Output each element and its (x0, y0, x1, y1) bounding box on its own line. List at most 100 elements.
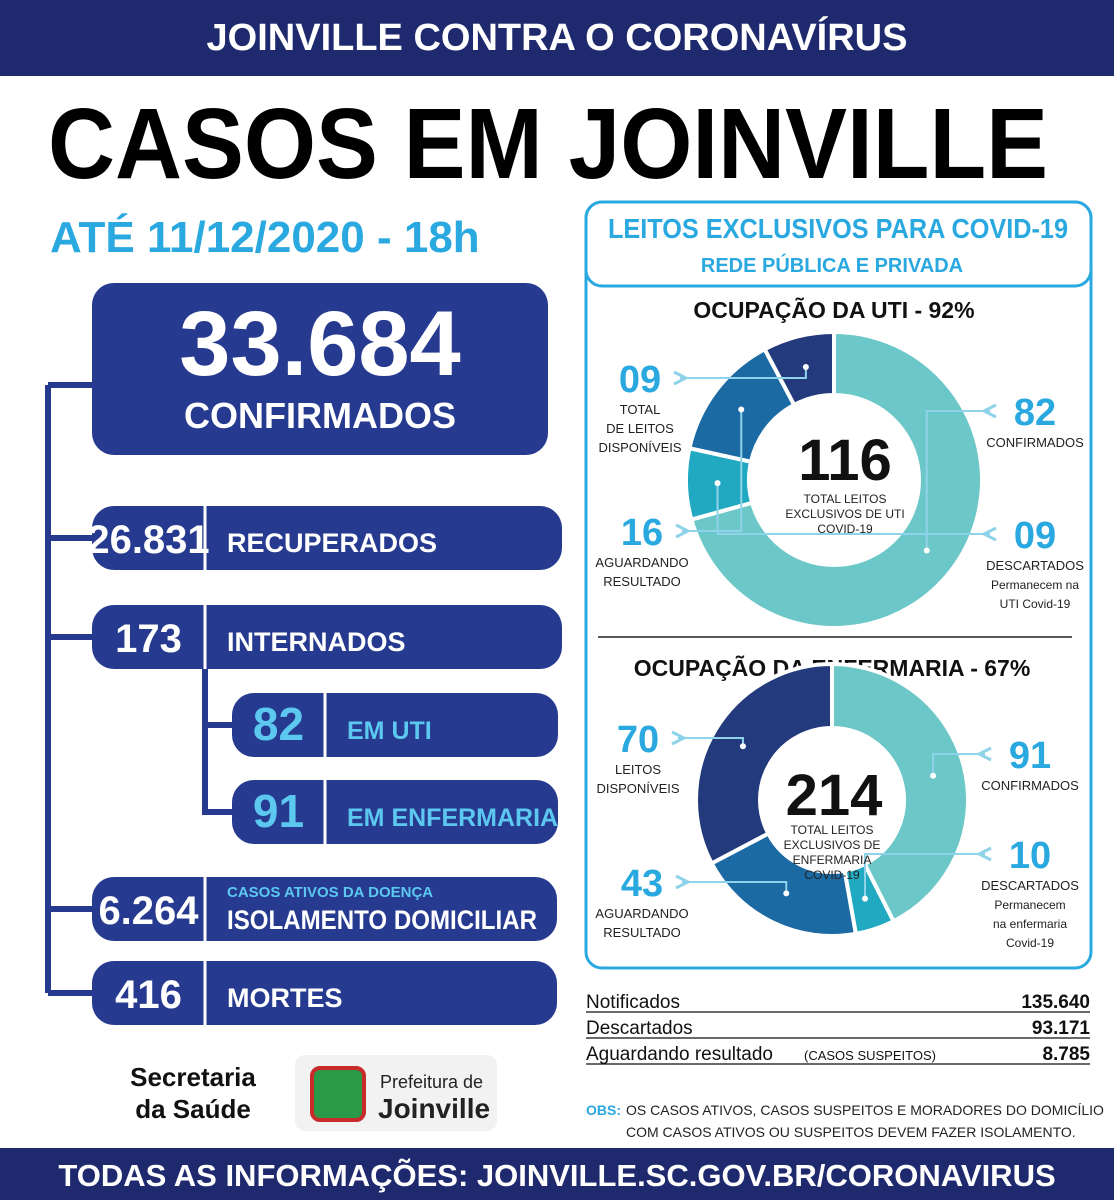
row-label: EM ENFERMARIA (347, 804, 558, 832)
total-caption: TOTAL LEITOS (804, 492, 887, 506)
segment-caption: DESCARTADOS (981, 878, 1079, 893)
row-value: 6.264 (98, 889, 199, 933)
leader-dot (739, 743, 746, 750)
segment-caption: LEITOS (615, 762, 661, 777)
total-caption: EXCLUSIVOS DE (784, 838, 881, 852)
row-label: INTERNADOS (227, 627, 406, 657)
leader-line (864, 854, 985, 899)
leader-line (680, 366, 807, 378)
segment-value: 16 (621, 512, 663, 554)
row-box (92, 506, 562, 570)
segment-value: 09 (619, 359, 661, 401)
confirmed-box (92, 283, 548, 455)
segment-value: 70 (617, 719, 659, 761)
coat-of-arms (310, 1066, 366, 1122)
row-label: MORTES (227, 983, 343, 1013)
obs-line: COM CASOS ATIVOS OU SUSPEITOS DEVEM FAZE… (626, 1124, 1076, 1140)
leader-line (925, 411, 990, 551)
donut-segment (708, 830, 859, 938)
segment-value: 91 (1009, 735, 1051, 777)
row-value: 82 (253, 698, 304, 750)
leader-dot (923, 547, 930, 554)
segment-caption: Permanecem (994, 898, 1065, 912)
leader-line (716, 483, 990, 534)
footer (0, 1148, 1114, 1200)
obs-label: OBS: (586, 1102, 621, 1118)
segment-value: 43 (621, 863, 663, 905)
main-title: CASOS EM JOINVILLE (48, 88, 1048, 200)
segment-caption: CONFIRMADOS (986, 435, 1084, 450)
confirmed-label: CONFIRMADOS (184, 395, 456, 436)
row-value: 173 (115, 617, 182, 661)
footer-text: TODAS AS INFORMAÇÕES: JOINVILLE.SC.GOV.B… (58, 1157, 1055, 1193)
row-box (92, 877, 557, 941)
leader-dot (930, 772, 937, 779)
leader-dot (738, 406, 745, 413)
row-value: 26.831 (87, 518, 209, 562)
segment-caption: CONFIRMADOS (981, 778, 1079, 793)
donut-segment (830, 661, 970, 924)
donut-segment (694, 661, 834, 867)
row-note: CASOS ATIVOS DA DOENÇA (227, 884, 433, 901)
total-caption: COVID-19 (817, 522, 873, 536)
segment-caption: RESULTADO (603, 925, 681, 940)
segment-value: 10 (1009, 835, 1051, 877)
segment-caption: DESCARTADOS (986, 558, 1084, 573)
leader-dot (802, 363, 809, 370)
segment-caption: na enfermaria (993, 917, 1067, 931)
total-caption: COVID-19 (804, 868, 860, 882)
row-label: EM UTI (347, 717, 432, 745)
summary-value: 8.785 (1042, 1044, 1090, 1065)
prefeitura: Prefeitura de (380, 1072, 483, 1092)
segment-caption: DISPONÍVEIS (598, 440, 681, 455)
donut-segment (761, 329, 836, 408)
beds-header (584, 200, 1093, 288)
row-box (92, 961, 557, 1025)
leader-dot (714, 480, 721, 487)
leader-line (932, 754, 985, 776)
leader-dot (783, 890, 790, 897)
segment-caption: DISPONÍVEIS (596, 781, 679, 796)
leader-line (682, 409, 743, 531)
donut-segment (688, 329, 984, 630)
segment-caption: UTI Covid-19 (1000, 597, 1071, 611)
segment-caption: Permanecem na (991, 578, 1079, 592)
donut-total: 214 (786, 763, 883, 828)
beds-subtitle: REDE PÚBLICA E PRIVADA (701, 253, 963, 277)
row-box (92, 605, 562, 669)
segment-caption: AGUARDANDO (595, 906, 688, 921)
beds-title: LEITOS EXCLUSIVOS PARA COVID-19 (608, 213, 1068, 244)
row-value: 416 (115, 973, 182, 1017)
segment-caption: TOTAL (620, 402, 661, 417)
segment-caption: DE LEITOS (606, 421, 674, 436)
segment-caption: RESULTADO (603, 574, 681, 589)
total-caption: TOTAL LEITOS (791, 823, 874, 837)
confirmed-value: 33.684 (179, 293, 460, 395)
segment-caption: Covid-19 (1006, 936, 1054, 950)
donut-total: 116 (798, 428, 892, 493)
date: ATÉ 11/12/2020 - 18h (50, 212, 480, 262)
prefeitura: Joinville (378, 1093, 490, 1124)
obs-line: OS CASOS ATIVOS, CASOS SUSPEITOS E MORAD… (626, 1102, 1104, 1118)
segment-caption: AGUARDANDO (595, 555, 688, 570)
secretaria: da Saúde (135, 1094, 251, 1124)
donut-title: OCUPAÇÃO DA UTI - 92% (693, 296, 974, 323)
segment-value: 09 (1014, 515, 1056, 557)
total-caption: ENFERMARIA (793, 853, 872, 867)
summary-label: Aguardando resultado (586, 1044, 773, 1065)
segment-value: 82 (1014, 392, 1056, 434)
summary-label: Descartados (586, 1018, 693, 1039)
summary-value: 93.171 (1032, 1018, 1091, 1039)
row-box (232, 780, 558, 844)
summary-label: Notificados (586, 992, 680, 1013)
leader-line (682, 882, 788, 894)
secretaria: Secretaria (130, 1062, 256, 1092)
row-value: 91 (253, 785, 304, 837)
banner-text: JOINVILLE CONTRA O CORONAVÍRUS (207, 15, 908, 59)
summary-note: (CASOS SUSPEITOS) (804, 1048, 936, 1063)
summary-value: 135.640 (1021, 992, 1090, 1013)
leader-dot (862, 895, 869, 902)
banner (0, 0, 1114, 76)
